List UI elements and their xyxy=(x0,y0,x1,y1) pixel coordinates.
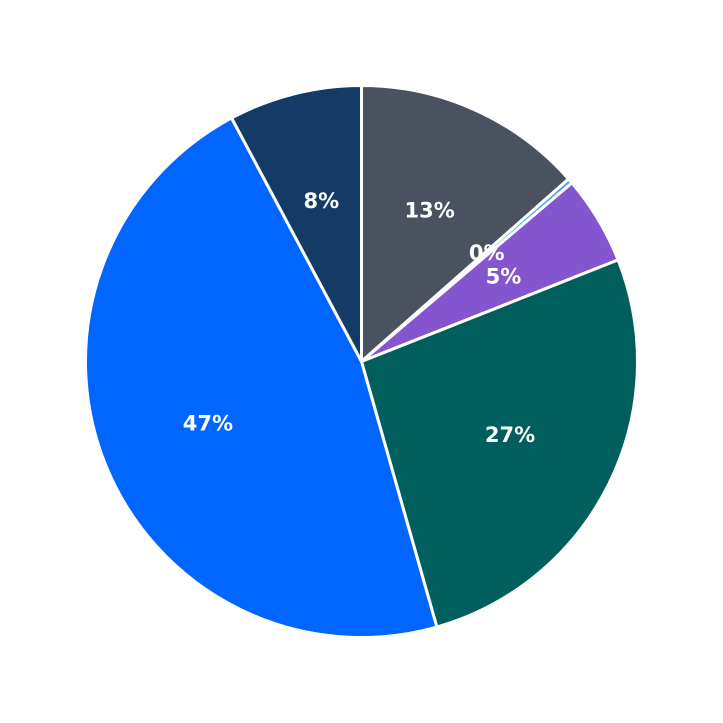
pie-slice xyxy=(230,84,363,363)
slice-data-label: 13% xyxy=(405,199,455,223)
slice-data-label: 8% xyxy=(303,189,339,213)
slice-data-label: 47% xyxy=(183,411,233,435)
slice-data-label: 27% xyxy=(485,423,535,447)
slice-data-label: 5% xyxy=(486,264,522,288)
pie-slice xyxy=(360,258,639,629)
slice-data-label: 0% xyxy=(469,241,505,265)
pie-slice xyxy=(84,116,439,639)
pie-slice xyxy=(360,84,571,363)
